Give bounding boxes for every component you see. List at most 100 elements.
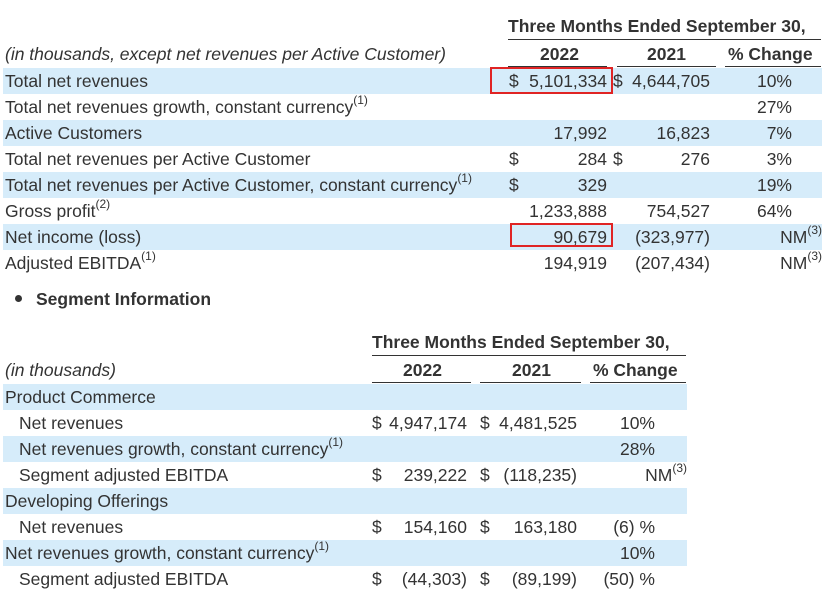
row-label: Gross profit(2) — [5, 198, 110, 224]
percent-change: (50) % — [603, 566, 655, 592]
row-highlight-band — [3, 224, 822, 250]
period-underline-2 — [372, 355, 686, 356]
col-header-2021-2: 2021 — [512, 360, 551, 380]
footnote-ref: (1) — [328, 435, 343, 450]
stub-note-2: (in thousands) — [5, 360, 116, 380]
currency-symbol-2021: $ — [480, 569, 490, 589]
currency-symbol-2022: $ — [372, 413, 382, 433]
highlight-box-net-income — [510, 223, 613, 247]
currency-symbol-2021: $ — [480, 465, 490, 485]
value-2022: 239,222 — [403, 465, 467, 485]
value-2021: (118,235) — [503, 465, 577, 485]
currency-symbol-2022: $ — [509, 175, 519, 195]
value-2021: 276 — [680, 149, 710, 169]
footnote-ref: (2) — [95, 197, 111, 212]
percent-change: 10% — [620, 540, 655, 566]
value-2021: 4,481,525 — [499, 413, 577, 433]
currency-symbol-2022: $ — [372, 517, 382, 537]
percent-change-text: (6) % — [613, 517, 655, 537]
percent-change: NM(3) — [780, 250, 822, 276]
col-underline-2022-2 — [372, 382, 471, 383]
value-2022: 284 — [577, 149, 607, 169]
period-header-2: Three Months Ended September 30, — [372, 332, 670, 352]
row-label-text: Total net revenues per Active Customer, … — [5, 175, 458, 195]
row-highlight-band — [3, 436, 687, 462]
highlight-box-total-net-revenues — [490, 67, 613, 94]
value-2022: (44,303) — [401, 569, 467, 589]
currency-symbol-2022: $ — [372, 569, 382, 589]
value-2021: (89,199) — [511, 569, 577, 589]
row-label: Adjusted EBITDA(1) — [5, 250, 156, 276]
row-highlight-band — [3, 488, 687, 514]
row-label-text: Net revenues — [19, 413, 124, 433]
col-header-2022: 2022 — [540, 44, 579, 64]
currency-symbol-2021: $ — [480, 517, 490, 537]
percent-change-text: 3% — [766, 149, 792, 169]
value-2021: 163,180 — [513, 517, 577, 537]
value-2021: (207,434) — [635, 253, 710, 273]
percent-change: 27% — [757, 94, 792, 120]
col-header-2021: 2021 — [647, 44, 686, 64]
footnote-ref: (1) — [314, 539, 329, 554]
value-2022: 17,992 — [553, 123, 607, 143]
row-label-text: Net revenues — [19, 517, 124, 537]
row-label: Net revenues — [19, 410, 123, 436]
currency-symbol-2021: $ — [480, 413, 490, 433]
percent-change-text: (50) % — [603, 569, 655, 589]
percent-change: 28% — [620, 436, 655, 462]
row-label: Segment adjusted EBITDA — [19, 462, 228, 488]
percent-change-text: 19% — [756, 175, 792, 195]
percent-change: (6) % — [613, 514, 655, 540]
percent-change-text: 64% — [756, 201, 792, 221]
footnote-ref: (1) — [353, 93, 368, 108]
row-label: Net revenues growth, constant currency(1… — [19, 436, 343, 462]
col-header-change-2: % Change — [593, 360, 678, 380]
value-2021: 16,823 — [656, 123, 710, 143]
percent-change: 7% — [767, 120, 792, 146]
row-label-text: Net income (loss) — [5, 227, 142, 247]
percent-change-text: 10% — [756, 71, 792, 91]
percent-change-text: 10% — [619, 413, 655, 433]
value-2021: 4,644,705 — [632, 71, 710, 91]
percent-change: NM(3) — [780, 224, 822, 250]
row-highlight-band — [3, 384, 687, 410]
percent-change: 10% — [620, 410, 655, 436]
percent-change-text: 10% — [619, 543, 655, 563]
currency-symbol-2022: $ — [372, 465, 382, 485]
row-label: Net revenues — [19, 514, 123, 540]
row-label-text: Product Commerce — [5, 387, 156, 407]
currency-symbol-2021: $ — [613, 149, 623, 169]
percent-change-text: 27% — [756, 97, 792, 117]
col-header-2022-2: 2022 — [403, 360, 442, 380]
value-2022: 1,233,888 — [529, 201, 607, 221]
percent-change-text: NM — [645, 465, 673, 485]
row-label: Net revenues growth, constant currency(1… — [5, 540, 329, 566]
row-label: Net income (loss) — [5, 224, 141, 250]
value-2022: 194,919 — [543, 253, 607, 273]
row-label-text: Total net revenues growth, constant curr… — [5, 97, 354, 117]
row-label-text: Gross profit — [5, 201, 96, 221]
value-2021: 754,527 — [646, 201, 710, 221]
row-label-text: Active Customers — [5, 123, 143, 143]
row-highlight-band — [3, 120, 822, 146]
footnote-ref: (3) — [807, 223, 822, 238]
period-header: Three Months Ended September 30, — [508, 16, 806, 36]
row-label: Segment adjusted EBITDA — [19, 566, 228, 592]
row-highlight-band — [3, 68, 822, 94]
row-label-text: Total net revenues per Active Customer — [5, 149, 311, 169]
value-2022: 90,679 — [553, 227, 607, 247]
segment-section-title: Segment Information — [36, 289, 212, 309]
period-underline — [508, 39, 821, 40]
value-2022: 154,160 — [403, 517, 467, 537]
percent-change-text: 28% — [619, 439, 655, 459]
row-label-text: Net revenues growth, constant currency — [19, 439, 329, 459]
row-label: Total net revenues — [5, 68, 148, 94]
row-label: Active Customers — [5, 120, 142, 146]
percent-change-text: NM — [780, 227, 808, 247]
value-2022: 5,101,334 — [529, 71, 607, 91]
row-highlight-band — [3, 540, 687, 566]
footnote-ref: (3) — [672, 461, 687, 476]
stub-note: (in thousands, except net revenues per A… — [5, 44, 446, 64]
row-label-text: Adjusted EBITDA — [5, 253, 142, 273]
footnote-ref: (1) — [141, 249, 156, 264]
